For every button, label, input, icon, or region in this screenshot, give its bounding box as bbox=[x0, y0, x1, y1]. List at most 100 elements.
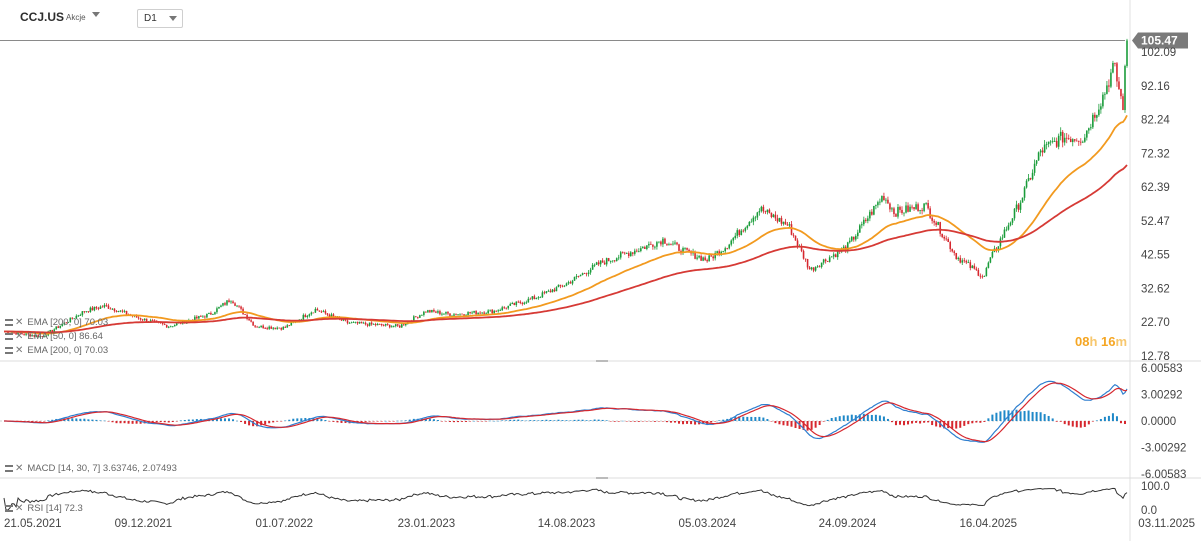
candle-body bbox=[765, 211, 767, 212]
pane-resize-handle[interactable] bbox=[596, 360, 608, 362]
indicator-rsi-legend[interactable]: ✕ RSI [14] 72.3 bbox=[5, 502, 83, 514]
candle-body bbox=[1064, 138, 1066, 143]
macd-histogram-bar bbox=[103, 421, 105, 422]
candle-body bbox=[1012, 218, 1014, 222]
candle-body bbox=[204, 317, 206, 318]
indicator-macd-legend[interactable]: ✕ MACD [14, 30, 7] 3.63746, 2.07493 bbox=[5, 462, 177, 474]
candle-body bbox=[469, 312, 471, 313]
candle-body bbox=[415, 316, 417, 317]
candle-body bbox=[1060, 132, 1062, 136]
pane-resize-handle[interactable] bbox=[596, 477, 608, 479]
candle-body bbox=[632, 252, 634, 254]
macd-histogram-bar bbox=[288, 420, 290, 421]
candle-body bbox=[540, 297, 542, 298]
candle-body bbox=[258, 327, 260, 328]
macd-histogram-bar bbox=[393, 421, 395, 422]
candle-body bbox=[1092, 115, 1094, 127]
candle-body bbox=[620, 252, 622, 257]
candle-body bbox=[654, 247, 656, 248]
macd-histogram-bar bbox=[429, 419, 431, 421]
candle-body bbox=[397, 324, 399, 325]
macd-histogram-bar bbox=[300, 418, 302, 421]
candle-body bbox=[961, 260, 963, 262]
candle-body bbox=[1080, 142, 1082, 143]
candle-body bbox=[236, 306, 238, 307]
candle-body bbox=[1034, 164, 1036, 173]
candle-body bbox=[789, 224, 791, 225]
macd-histogram-bar bbox=[441, 421, 443, 422]
macd-histogram-bar bbox=[1080, 421, 1082, 428]
indicator-ema200-legend[interactable]: ✕ EMA [200, 0] 70.03 bbox=[5, 316, 108, 328]
macd-histogram-bar bbox=[931, 421, 933, 425]
candle-body bbox=[383, 325, 385, 326]
macd-histogram-bar bbox=[907, 421, 909, 424]
close-icon[interactable]: ✕ bbox=[15, 331, 23, 342]
macd-histogram-bar bbox=[136, 421, 138, 424]
indicator-ema200b-legend[interactable]: ✕ EMA [200, 0] 70.03 bbox=[5, 344, 108, 356]
indicator-settings-icon[interactable] bbox=[5, 333, 13, 340]
macd-histogram-bar bbox=[1112, 413, 1114, 421]
indicator-settings-icon[interactable] bbox=[5, 347, 13, 354]
candle-body bbox=[566, 283, 568, 285]
candle-body bbox=[704, 257, 706, 260]
close-icon[interactable]: ✕ bbox=[15, 463, 23, 474]
macd-histogram-bar bbox=[1044, 414, 1046, 421]
macd-histogram-bar bbox=[574, 420, 576, 421]
candle-body bbox=[542, 292, 544, 297]
macd-histogram-bar bbox=[1032, 412, 1034, 421]
candle-body bbox=[493, 311, 495, 313]
close-icon[interactable]: ✕ bbox=[15, 317, 23, 328]
macd-histogram-bar bbox=[975, 421, 977, 423]
candle-body bbox=[811, 267, 813, 269]
symbol-dropdown-icon[interactable] bbox=[92, 12, 100, 17]
macd-histogram-bar bbox=[477, 421, 479, 422]
candle-body bbox=[907, 205, 909, 211]
candle-body bbox=[1062, 132, 1064, 143]
macd-histogram-bar bbox=[75, 418, 77, 421]
timeframe-select[interactable]: D1 bbox=[137, 9, 183, 28]
macd-histogram-bar bbox=[670, 421, 672, 423]
time-axis-tick: 03.11.2025 bbox=[1138, 518, 1195, 530]
candle-body bbox=[256, 327, 258, 328]
candle-body bbox=[984, 276, 986, 277]
candle-body bbox=[170, 326, 172, 327]
candle-body bbox=[1088, 128, 1090, 130]
candle-body bbox=[1118, 81, 1120, 89]
symbol-label[interactable]: CCJ.US bbox=[20, 10, 64, 24]
price-axis-tick: 92.16 bbox=[1141, 81, 1170, 93]
candle-body bbox=[1108, 85, 1110, 86]
candle-body bbox=[1046, 144, 1048, 145]
candle-body bbox=[116, 311, 118, 312]
macd-histogram-bar bbox=[891, 421, 893, 422]
macd-histogram-bar bbox=[782, 421, 784, 425]
macd-axis-tick: 3.00292 bbox=[1141, 389, 1183, 401]
close-icon[interactable]: ✕ bbox=[15, 503, 23, 514]
candle-body bbox=[976, 269, 978, 270]
candle-body bbox=[861, 224, 863, 225]
candle-body bbox=[909, 207, 911, 212]
macd-histogram-bar bbox=[497, 421, 499, 422]
candle-body bbox=[530, 299, 532, 300]
macd-axis-tick: 6.00583 bbox=[1141, 363, 1183, 375]
rsi-line bbox=[4, 488, 1127, 510]
macd-histogram-bar bbox=[1108, 416, 1110, 421]
macd-histogram-bar bbox=[168, 421, 170, 422]
candle-body bbox=[313, 313, 315, 314]
indicator-settings-icon[interactable] bbox=[5, 319, 13, 326]
symbol-type-label: Akcje bbox=[66, 13, 86, 22]
candle-body bbox=[586, 273, 588, 274]
candle-body bbox=[232, 301, 234, 303]
candle-body bbox=[807, 259, 809, 267]
indicator-settings-icon[interactable] bbox=[5, 505, 13, 512]
indicator-ema50-legend[interactable]: ✕ EMA [50, 0] 86.64 bbox=[5, 330, 103, 342]
macd-histogram-bar bbox=[320, 419, 322, 421]
macd-histogram-bar bbox=[843, 415, 845, 421]
candle-body bbox=[978, 270, 980, 276]
indicator-settings-icon[interactable] bbox=[5, 465, 13, 472]
close-icon[interactable]: ✕ bbox=[15, 345, 23, 356]
macd-histogram-bar bbox=[485, 421, 487, 422]
candle-body bbox=[475, 311, 477, 314]
macd-histogram-bar bbox=[469, 421, 471, 422]
macd-histogram-bar bbox=[128, 421, 130, 424]
